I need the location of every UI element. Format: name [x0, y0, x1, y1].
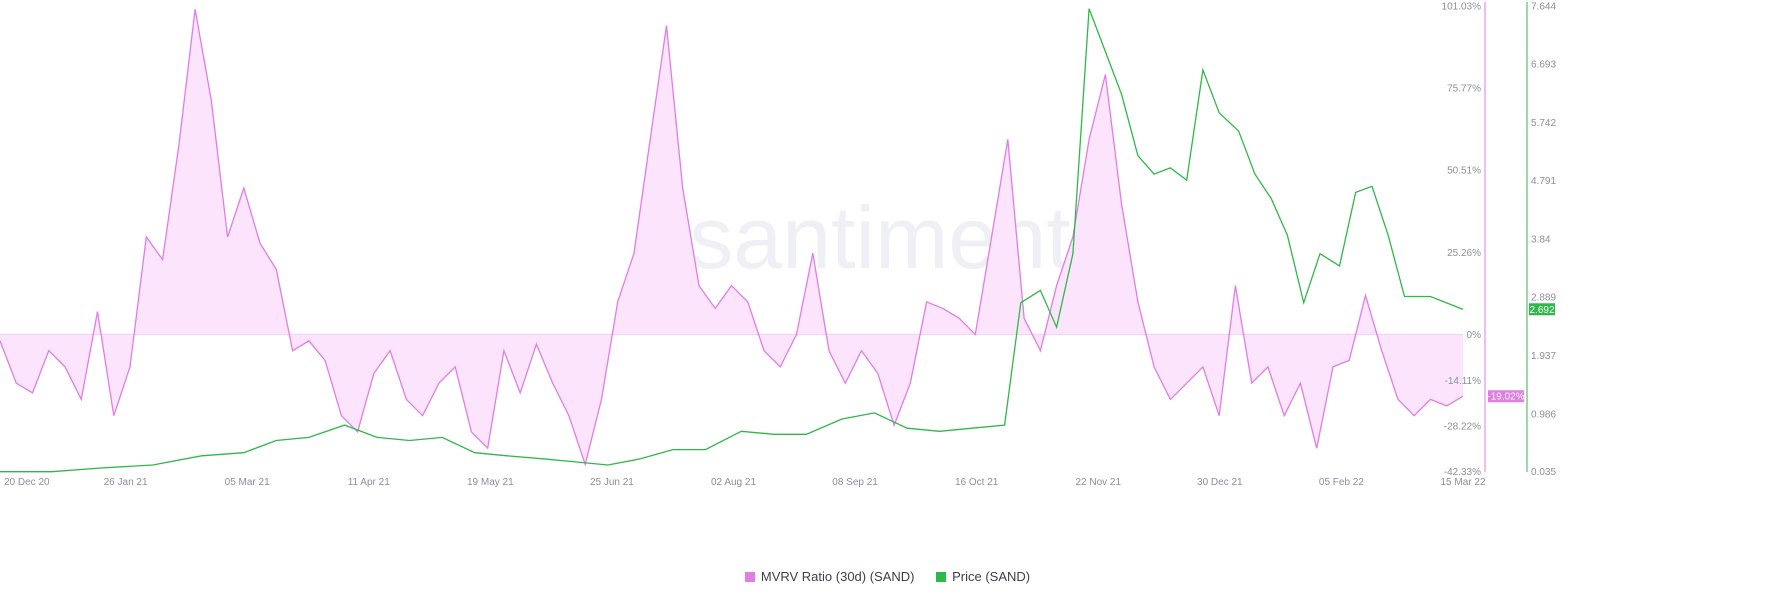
- axis-layer: [1484, 2, 1528, 472]
- right-tick-label: 4.791: [1531, 176, 1556, 187]
- right-tick-label: 1.937: [1531, 351, 1556, 362]
- legend-item-price[interactable]: Price (SAND): [936, 569, 1030, 584]
- legend-label-price: Price (SAND): [952, 569, 1031, 584]
- watermark-text: ·santiment·: [660, 188, 1100, 287]
- mvrv-current-badge: [1488, 390, 1524, 403]
- right-tick-label: 6.693: [1531, 60, 1556, 71]
- left-tick-label: 25.26%: [1447, 248, 1481, 259]
- legend-item-mvrv[interactable]: MVRV Ratio (30d) (SAND): [744, 569, 915, 584]
- left-tick-label: 101.03%: [1442, 2, 1482, 13]
- x-tick-label: 11 Apr 21: [348, 477, 391, 488]
- right-tick-label: 3.84: [1531, 234, 1551, 245]
- right-tick-label: 7.644: [1531, 2, 1556, 13]
- x-tick-label: 05 Mar 21: [225, 477, 270, 488]
- x-tick-label: 05 Feb 22: [1319, 477, 1364, 488]
- legend-label-mvrv: MVRV Ratio (30d) (SAND): [760, 569, 915, 584]
- mvrv-line: [0, 9, 1464, 467]
- x-tick-label: 26 Jan 21: [104, 477, 148, 488]
- legend-swatch-mvrv: [744, 571, 755, 582]
- x-tick-label: 08 Sep 21: [832, 477, 878, 488]
- right-tick-label: 0.035: [1531, 467, 1556, 478]
- left-axis-ticks: 101.03% 75.77% 50.51% 25.26% 0% -14.11% -28.22…: [1442, 2, 1482, 479]
- price-current-badge: [1529, 303, 1555, 316]
- left-tick-label: 75.77%: [1447, 84, 1481, 95]
- right-axis-ticks: 7.644 6.693 5.742 4.791 3.84 2.889 1.937 0.986 0…: [1531, 2, 1556, 479]
- left-tick-label: -28.22%: [1444, 422, 1481, 433]
- left-tick-label: 0%: [1467, 330, 1482, 341]
- x-tick-label: 02 Aug 21: [711, 477, 756, 488]
- x-tick-label: 19 May 21: [467, 477, 514, 488]
- x-tick-label: 25 Jun 21: [590, 477, 634, 488]
- x-tick-label: 20 Dec 20: [4, 477, 50, 488]
- price-line: [0, 8, 1464, 473]
- right-tick-label: 5.742: [1531, 118, 1556, 129]
- mvrv-current-value: -19.02%: [1487, 392, 1524, 403]
- mvrv-series-layer: [0, 9, 1464, 467]
- left-tick-label: -14.11%: [1444, 376, 1481, 387]
- price-current-value: 2.692: [1529, 305, 1554, 316]
- x-tick-label: 15 Mar 22: [1440, 477, 1485, 488]
- current-value-badges: -19.02% 2.692: [1487, 303, 1555, 403]
- x-tick-label: 16 Oct 21: [955, 477, 999, 488]
- price-series-layer: [0, 8, 1464, 473]
- right-tick-label: 2.889: [1531, 293, 1556, 304]
- right-tick-label: 0.986: [1531, 409, 1556, 420]
- legend: MVRV Ratio (30d) (SAND) Price (SAND): [0, 569, 1775, 585]
- left-tick-label: -42.33%: [1444, 467, 1481, 478]
- left-tick-label: 50.51%: [1447, 166, 1481, 177]
- x-tick-label: 22 Nov 21: [1075, 477, 1121, 488]
- x-axis-ticks: 20 Dec 20 26 Jan 21 05 Mar 21 11 Apr 21 19 M…: [4, 477, 1486, 488]
- mvrv-area: [0, 9, 1463, 465]
- legend-swatch-price: [936, 571, 947, 582]
- x-tick-label: 30 Dec 21: [1197, 477, 1243, 488]
